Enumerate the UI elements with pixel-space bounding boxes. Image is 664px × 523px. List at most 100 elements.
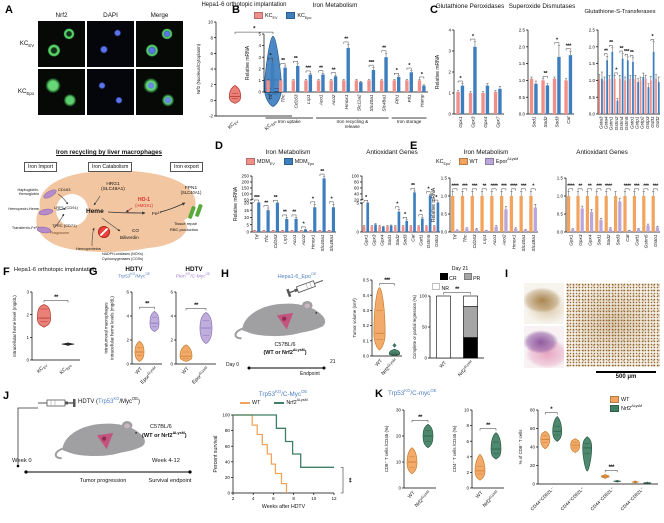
svg-text:4: 4 bbox=[466, 454, 469, 459]
svg-text:5: 5 bbox=[246, 222, 249, 227]
micrograph-kcepo-dapi bbox=[87, 69, 134, 115]
svg-text:**: ** bbox=[543, 71, 548, 77]
legend-swatch-epor bbox=[484, 158, 494, 165]
svg-text:Gstp3: Gstp3 bbox=[645, 116, 650, 129]
macrophage-body bbox=[36, 170, 196, 252]
svg-text:*: * bbox=[253, 27, 256, 33]
svg-text:1.0: 1.0 bbox=[589, 78, 596, 83]
label-hrg1-alias: (SLC48A1) bbox=[101, 187, 125, 193]
panel-c1-title: Glutathione Peroxidases bbox=[435, 3, 505, 10]
legend-swatch-wt-k bbox=[610, 396, 619, 403]
svg-text:0: 0 bbox=[246, 230, 249, 235]
panel-letter-h: H bbox=[221, 268, 229, 280]
panel-b-title: Iron Metabolism bbox=[312, 2, 358, 9]
label-day0: Day 0 bbox=[226, 362, 240, 368]
mouse-icon-j bbox=[54, 421, 145, 460]
svg-text:*: * bbox=[459, 76, 462, 82]
svg-text:Slc11a2: Slc11a2 bbox=[356, 94, 361, 111]
svg-text:0: 0 bbox=[424, 356, 427, 361]
svg-text:Sod1: Sod1 bbox=[597, 234, 602, 245]
svg-text:4: 4 bbox=[210, 67, 213, 72]
svg-text:Slc40a1: Slc40a1 bbox=[320, 234, 325, 251]
row-label-kc-epo: KCEpo bbox=[17, 88, 34, 97]
legend-line-wt bbox=[240, 402, 250, 404]
svg-text:Sod2: Sod2 bbox=[395, 234, 400, 245]
svg-text:8: 8 bbox=[210, 35, 213, 40]
panel-letter-e: E bbox=[410, 140, 418, 152]
svg-text:0: 0 bbox=[227, 491, 230, 496]
svg-text:**: ** bbox=[264, 200, 269, 206]
label-genotype-h: (WT or Nrf2ΔLysM) bbox=[263, 348, 307, 356]
svg-text:Relative mRNA: Relative mRNA bbox=[431, 187, 437, 222]
svg-text:**: ** bbox=[630, 50, 635, 56]
svg-text:15: 15 bbox=[244, 208, 250, 213]
svg-text:Aco1: Aco1 bbox=[492, 234, 497, 246]
svg-text:2: 2 bbox=[210, 82, 213, 87]
scale-bar bbox=[596, 371, 656, 373]
svg-text:50: 50 bbox=[244, 197, 250, 202]
panel-f-violin-chart: 0 1 2 3 Intracellular heme level (mg/dL) KCEV… bbox=[12, 290, 80, 376]
label-fe2: Fe²⁺ bbox=[152, 212, 162, 217]
panel-letter-c: C bbox=[430, 4, 438, 16]
svg-text:0.4: 0.4 bbox=[363, 293, 370, 298]
svg-text:250: 250 bbox=[241, 174, 249, 179]
svg-text:KCEV: KCEV bbox=[227, 118, 240, 131]
svg-text:Gsto1: Gsto1 bbox=[434, 234, 439, 247]
svg-text:20: 20 bbox=[530, 463, 536, 468]
svg-text:Slc48a1: Slc48a1 bbox=[531, 234, 536, 251]
svg-text:Complete or partial regression: Complete or partial regression (%) bbox=[412, 295, 417, 359]
label-hdtv-injection: HDTV (Trp53KO/MycOE) bbox=[78, 396, 140, 406]
prohibition-icon bbox=[98, 226, 110, 238]
svg-text:Sod2: Sod2 bbox=[543, 116, 548, 127]
microscopy-grid bbox=[38, 21, 183, 115]
timeline-h bbox=[247, 366, 326, 370]
svg-text:WT: WT bbox=[181, 366, 191, 376]
svg-text:80: 80 bbox=[530, 408, 536, 413]
svg-text:150: 150 bbox=[241, 186, 249, 191]
legend-label-kcev: KCEV bbox=[265, 12, 278, 20]
svg-text:***: *** bbox=[521, 184, 528, 190]
svg-text:200: 200 bbox=[241, 180, 249, 185]
svg-text:**: ** bbox=[588, 184, 593, 190]
panel-letter-g: G bbox=[89, 266, 98, 278]
svg-text:****: **** bbox=[605, 184, 613, 190]
panel-e2-title: Antioxidant Genes bbox=[576, 149, 628, 156]
svg-text:Gsto1: Gsto1 bbox=[629, 116, 634, 129]
svg-text:Cd163: Cd163 bbox=[293, 94, 298, 108]
col-header-merge: Merge bbox=[150, 12, 169, 19]
connector-line bbox=[16, 407, 38, 468]
svg-text:**: ** bbox=[54, 295, 59, 301]
label-co: CO bbox=[132, 228, 139, 233]
svg-text:Trf: Trf bbox=[268, 94, 273, 100]
svg-text:Slc40a1: Slc40a1 bbox=[369, 94, 374, 111]
svg-text:Cat: Cat bbox=[566, 116, 571, 124]
panel-d2-title: Antioxidant Genes bbox=[366, 149, 418, 156]
svg-text:3: 3 bbox=[26, 290, 29, 295]
panel-e-antioxidant-chart: 0.0 0.5 1.0 1.5 Gpx1 **** Gpx3 ** Gpx4 ** Sod1 *** S… bbox=[557, 176, 660, 248]
receptor-lrp1-icon bbox=[38, 208, 54, 216]
svg-text:*: * bbox=[269, 53, 272, 59]
svg-text:WT: WT bbox=[438, 360, 448, 370]
micrograph-kcev-nrf2 bbox=[38, 21, 85, 67]
svg-text:-2: -2 bbox=[209, 114, 213, 119]
label-phagosome: Phagosome bbox=[50, 231, 70, 235]
svg-text:***: *** bbox=[462, 184, 469, 190]
panel-d-legend: MDMEV MDMEpo bbox=[246, 158, 314, 165]
svg-text:0.5: 0.5 bbox=[519, 95, 526, 100]
svg-text:0.5: 0.5 bbox=[557, 212, 564, 217]
panel-g1-title: HDTV bbox=[125, 266, 143, 273]
legend-label-kcepo: KCEpo bbox=[297, 12, 312, 20]
svg-text:Aco2: Aco2 bbox=[301, 234, 306, 246]
svg-text:0.0: 0.0 bbox=[441, 230, 448, 235]
svg-text:Gpx1: Gpx1 bbox=[458, 116, 463, 128]
svg-text:**: ** bbox=[604, 49, 609, 55]
mouse-icon bbox=[234, 300, 326, 340]
svg-text:100: 100 bbox=[351, 174, 359, 179]
svg-text:Sod2: Sod2 bbox=[606, 234, 611, 245]
svg-text:**: ** bbox=[283, 210, 288, 216]
svg-text:60: 60 bbox=[225, 444, 231, 449]
svg-text:2: 2 bbox=[258, 66, 261, 71]
legend-swatch-kcev bbox=[254, 12, 263, 19]
svg-text:**: ** bbox=[609, 40, 614, 46]
